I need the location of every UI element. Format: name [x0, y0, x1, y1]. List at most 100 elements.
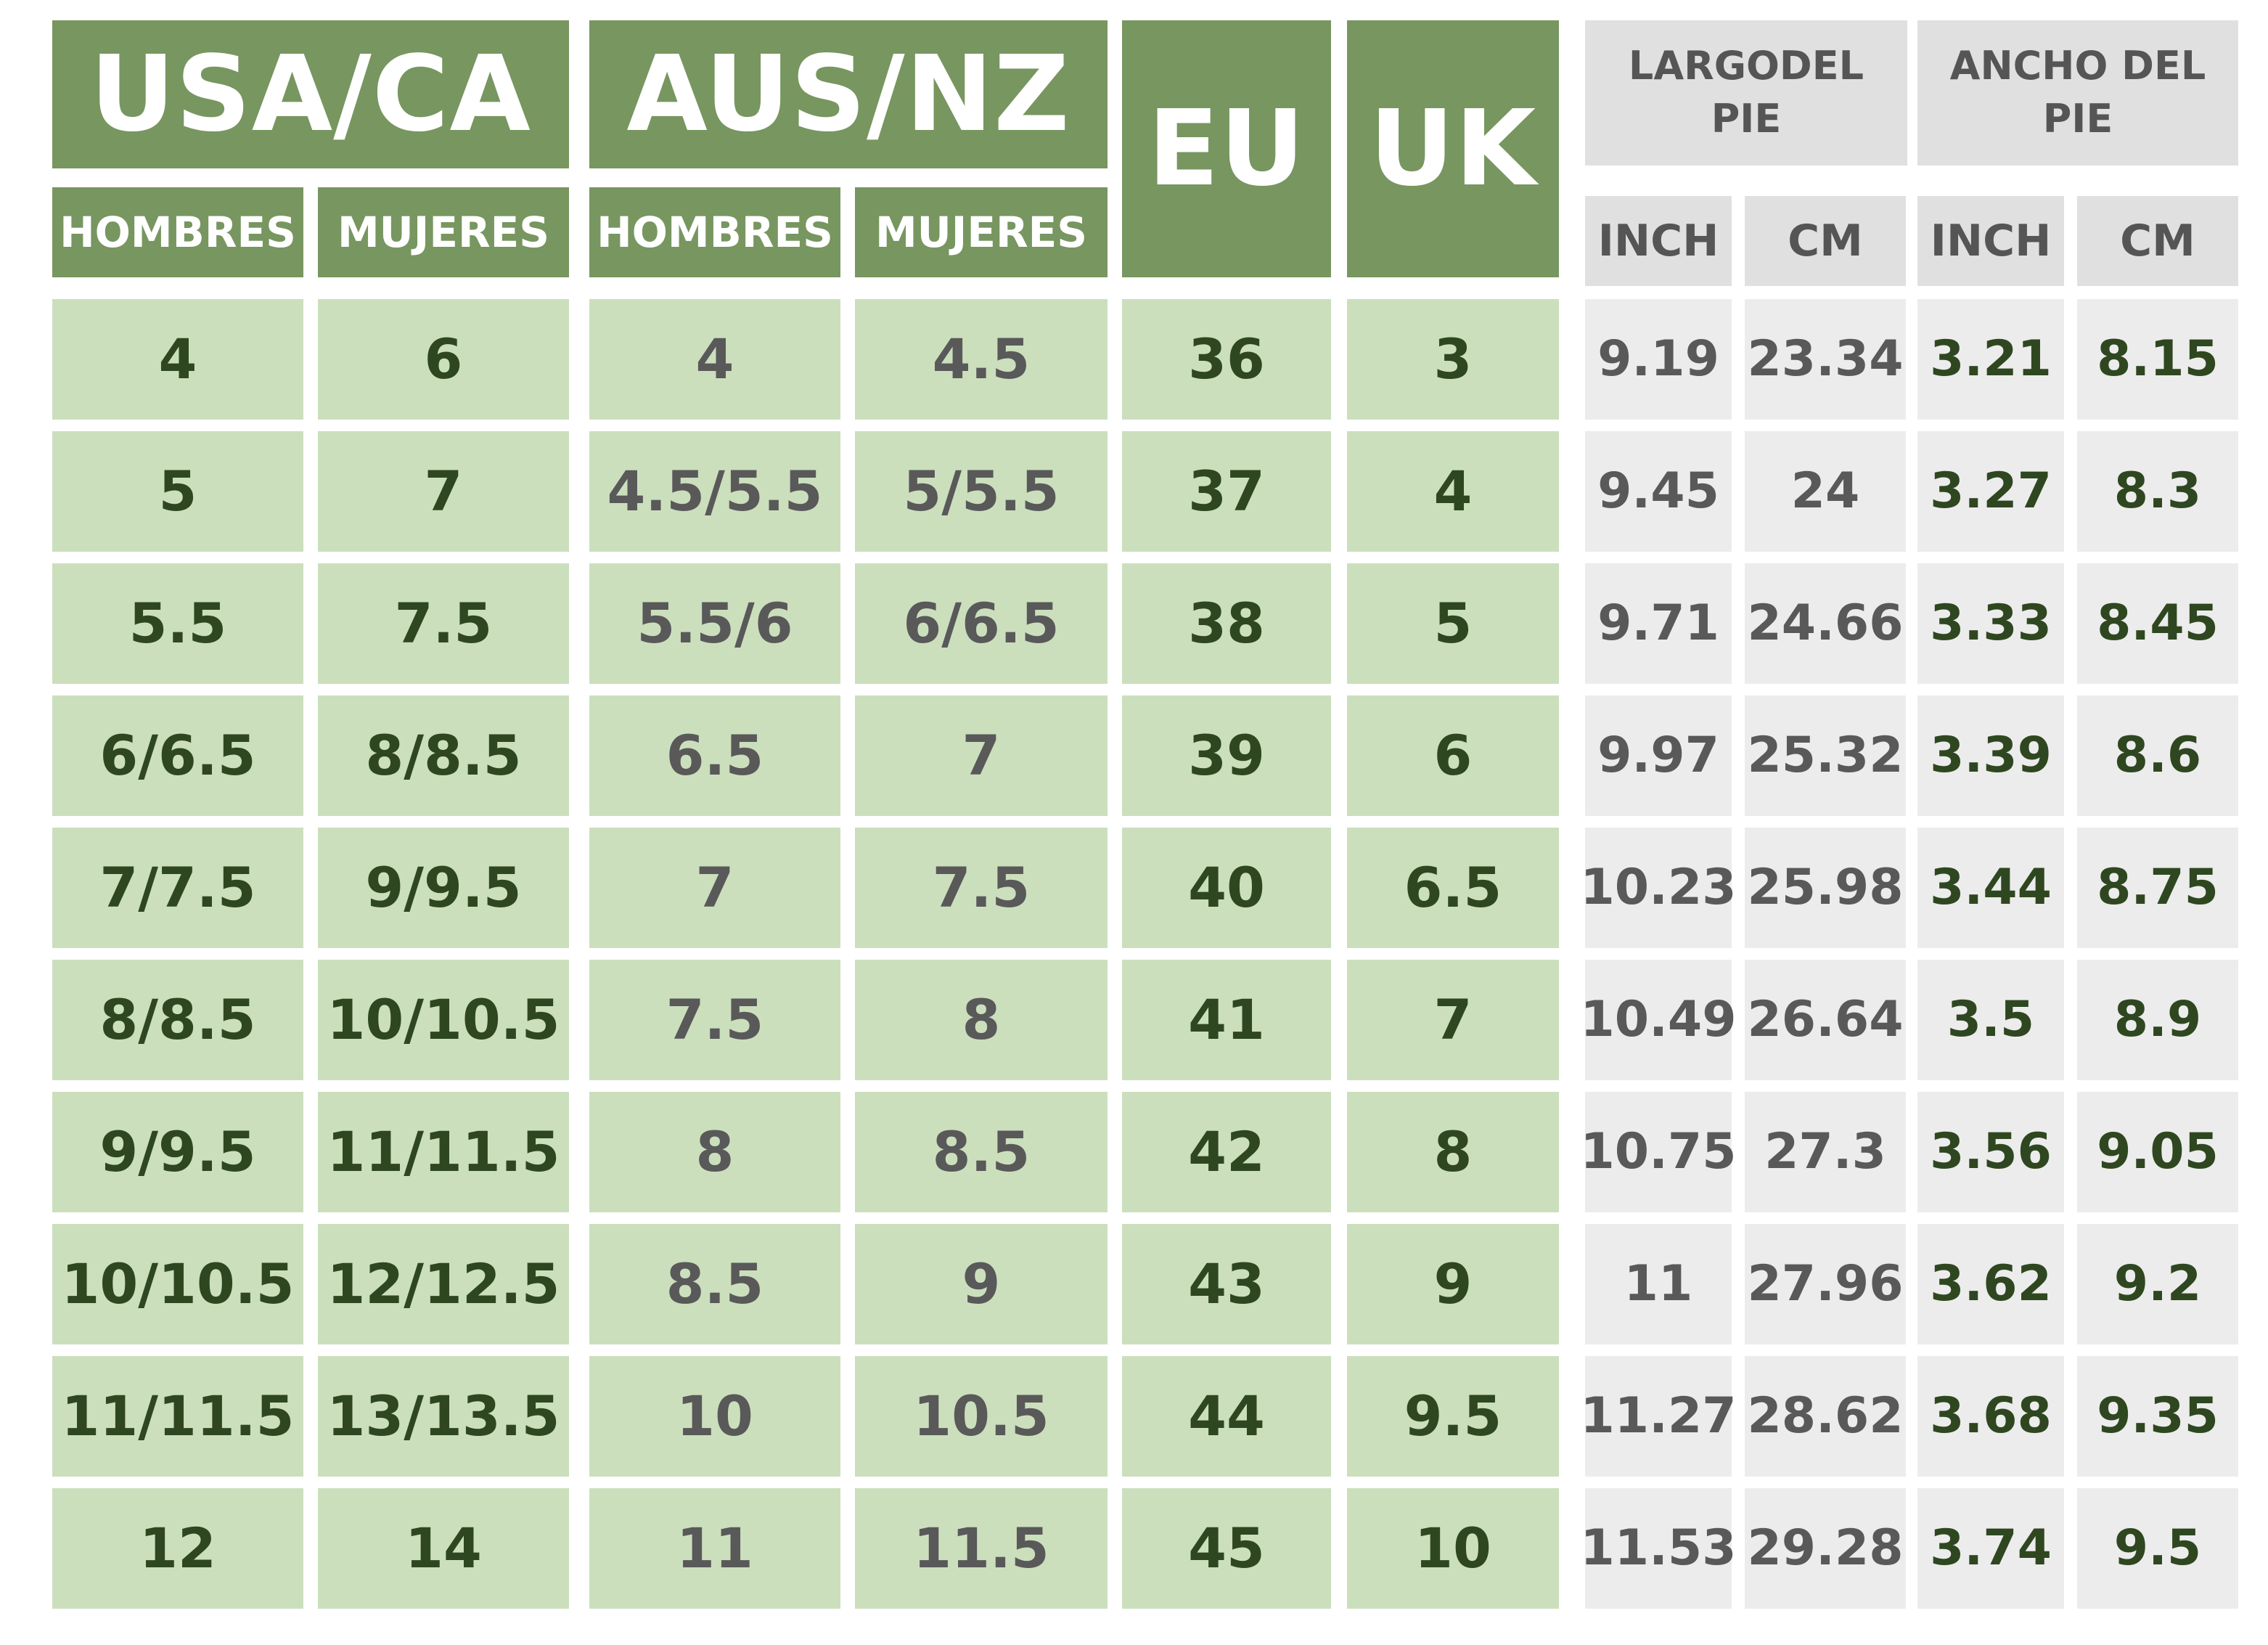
cell-usa-mujeres: 14 — [318, 1488, 569, 1609]
cell-largo-cm: 23.34 — [1745, 299, 1906, 420]
cell-aus-mujeres: 5/5.5 — [855, 431, 1108, 552]
cell-ancho-inch: 3.21 — [1917, 299, 2064, 420]
cell-largo-inch: 11.27 — [1580, 1356, 1737, 1477]
cell-ancho-inch: 3.68 — [1917, 1356, 2064, 1477]
cell-usa-mujeres: 13/13.5 — [318, 1356, 569, 1477]
cell-usa-mujeres: 12/12.5 — [318, 1224, 569, 1344]
cell-usa-hombres: 6/6.5 — [52, 695, 303, 816]
cell-eu: 45 — [1122, 1488, 1331, 1609]
cell-ancho-inch: 3.62 — [1917, 1224, 2064, 1344]
cell-aus-mujeres: 10.5 — [855, 1356, 1108, 1477]
cell-usa-hombres: 11/11.5 — [52, 1356, 303, 1477]
cell-usa-hombres: 10/10.5 — [52, 1224, 303, 1344]
cell-ancho-inch: 3.74 — [1917, 1488, 2064, 1609]
cell-largo-inch: 9.97 — [1585, 695, 1732, 816]
cell-ancho-cm: 8.3 — [2077, 431, 2238, 552]
cell-largo-inch: 9.19 — [1585, 299, 1732, 420]
cell-eu: 44 — [1122, 1356, 1331, 1477]
cell-largo-inch: 11 — [1585, 1224, 1732, 1344]
subheader-aus-mujeres: MUJERES — [855, 187, 1108, 277]
cell-largo-inch: 11.53 — [1580, 1488, 1737, 1609]
header-eu: EU — [1122, 20, 1331, 277]
cell-usa-hombres: 5.5 — [52, 563, 303, 684]
cell-ancho-inch: 3.33 — [1917, 563, 2064, 684]
cell-uk: 10 — [1347, 1488, 1559, 1609]
cell-uk: 8 — [1347, 1092, 1559, 1212]
cell-aus-mujeres: 8 — [855, 960, 1108, 1080]
subheader-largo-inch: INCH — [1585, 196, 1732, 286]
cell-uk: 6 — [1347, 695, 1559, 816]
cell-usa-hombres: 7/7.5 — [52, 828, 303, 948]
subheader-aus-hombres: HOMBRES — [589, 187, 840, 277]
cell-largo-cm: 25.32 — [1745, 695, 1906, 816]
cell-ancho-inch: 3.44 — [1917, 828, 2064, 948]
cell-aus-hombres: 7 — [589, 828, 840, 948]
cell-eu: 39 — [1122, 695, 1331, 816]
cell-largo-cm: 27.3 — [1745, 1092, 1906, 1212]
cell-usa-hombres: 5 — [52, 431, 303, 552]
cell-uk: 9.5 — [1347, 1356, 1559, 1477]
cell-usa-mujeres: 7.5 — [318, 563, 569, 684]
cell-largo-inch: 10.23 — [1580, 828, 1737, 948]
cell-uk: 9 — [1347, 1224, 1559, 1344]
cell-usa-hombres: 9/9.5 — [52, 1092, 303, 1212]
cell-eu: 37 — [1122, 431, 1331, 552]
cell-ancho-cm: 8.9 — [2077, 960, 2238, 1080]
cell-usa-mujeres: 10/10.5 — [318, 960, 569, 1080]
subheader-usa-hombres: HOMBRES — [52, 187, 303, 277]
cell-largo-cm: 29.28 — [1745, 1488, 1906, 1609]
header-largo-del-pie: LARGODEL PIE — [1585, 20, 1907, 166]
cell-largo-inch: 10.49 — [1580, 960, 1737, 1080]
cell-ancho-cm: 9.5 — [2077, 1488, 2238, 1609]
cell-largo-cm: 26.64 — [1745, 960, 1906, 1080]
cell-largo-cm: 24.66 — [1745, 563, 1906, 684]
cell-eu: 36 — [1122, 299, 1331, 420]
cell-uk: 3 — [1347, 299, 1559, 420]
cell-usa-hombres: 8/8.5 — [52, 960, 303, 1080]
cell-eu: 41 — [1122, 960, 1331, 1080]
cell-largo-inch: 9.45 — [1585, 431, 1732, 552]
cell-ancho-inch: 3.5 — [1917, 960, 2064, 1080]
cell-aus-hombres: 11 — [589, 1488, 840, 1609]
cell-largo-cm: 27.96 — [1745, 1224, 1906, 1344]
cell-aus-hombres: 4.5/5.5 — [589, 431, 840, 552]
cell-usa-hombres: 12 — [52, 1488, 303, 1609]
cell-aus-mujeres: 9 — [855, 1224, 1108, 1344]
header-usa-ca: USA/CA — [52, 20, 569, 168]
header-ancho-del-pie: ANCHO DEL PIE — [1917, 20, 2238, 166]
cell-usa-mujeres: 8/8.5 — [318, 695, 569, 816]
cell-eu: 38 — [1122, 563, 1331, 684]
cell-ancho-cm: 9.05 — [2077, 1092, 2238, 1212]
cell-ancho-inch: 3.39 — [1917, 695, 2064, 816]
cell-aus-hombres: 6.5 — [589, 695, 840, 816]
cell-aus-mujeres: 11.5 — [855, 1488, 1108, 1609]
cell-aus-hombres: 4 — [589, 299, 840, 420]
cell-ancho-cm: 8.6 — [2077, 695, 2238, 816]
subheader-largo-cm: CM — [1745, 196, 1906, 286]
cell-aus-hombres: 8.5 — [589, 1224, 840, 1344]
cell-largo-cm: 28.62 — [1745, 1356, 1906, 1477]
subheader-usa-mujeres: MUJERES — [318, 187, 569, 277]
cell-ancho-cm: 8.45 — [2077, 563, 2238, 684]
cell-ancho-cm: 8.15 — [2077, 299, 2238, 420]
cell-usa-mujeres: 11/11.5 — [318, 1092, 569, 1212]
cell-aus-mujeres: 7.5 — [855, 828, 1108, 948]
cell-ancho-cm: 9.2 — [2077, 1224, 2238, 1344]
cell-uk: 7 — [1347, 960, 1559, 1080]
cell-aus-hombres: 5.5/6 — [589, 563, 840, 684]
cell-eu: 42 — [1122, 1092, 1331, 1212]
cell-usa-hombres: 4 — [52, 299, 303, 420]
cell-aus-mujeres: 6/6.5 — [855, 563, 1108, 684]
subheader-ancho-cm: CM — [2077, 196, 2238, 286]
cell-largo-cm: 25.98 — [1745, 828, 1906, 948]
cell-aus-mujeres: 7 — [855, 695, 1108, 816]
cell-usa-mujeres: 6 — [318, 299, 569, 420]
cell-uk: 5 — [1347, 563, 1559, 684]
cell-aus-hombres: 7.5 — [589, 960, 840, 1080]
cell-aus-hombres: 8 — [589, 1092, 840, 1212]
subheader-ancho-inch: INCH — [1917, 196, 2064, 286]
cell-eu: 40 — [1122, 828, 1331, 948]
cell-ancho-cm: 8.75 — [2077, 828, 2238, 948]
cell-uk: 6.5 — [1347, 828, 1559, 948]
cell-ancho-inch: 3.56 — [1917, 1092, 2064, 1212]
